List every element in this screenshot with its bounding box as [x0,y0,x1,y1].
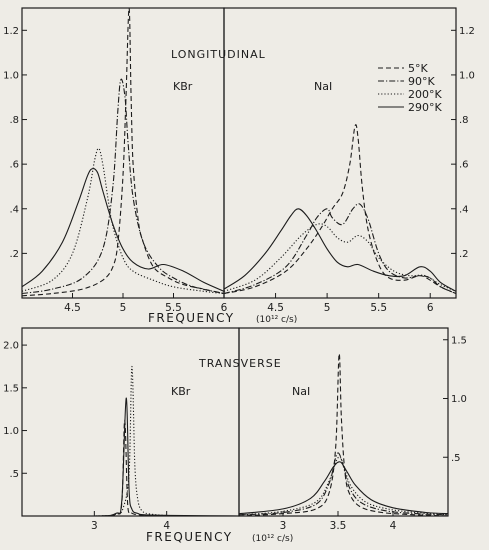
legend-entry-200k: 200°K [408,88,442,101]
transverse-kbr-ytick-label-3: 2.0 [3,341,19,352]
transverse-nai-series-290k [239,461,448,515]
longitudinal-kbr-ytick-label-4: 1.0 [3,70,19,81]
longitudinal-nai-series-290k [224,208,456,292]
transverse-kbr-ytick-label-1: 1.0 [3,426,19,437]
longitudinal-kbr-ytick-label-0: .2 [9,249,19,260]
longitudinal-nai-series-5k [224,124,456,295]
transverse-kbr-ytick-label-0: .5 [9,469,19,480]
longitudinal-kbr-series-90k [22,78,224,295]
longitudinal-kbr-xtick-label-0: 4.5 [64,302,81,314]
longitudinal-kbr-series-200k [22,147,224,295]
longitudinal-kbr-ytick-label-2: .6 [9,160,19,171]
legend-entry-290k: 290°K [408,101,442,114]
transverse-nai-xtick-label-0: 3 [280,520,287,532]
transverse-nai-panel-name: NaI [292,385,310,398]
transverse-kbr-series-290k [22,397,239,516]
longitudinal-x-axis-unit: (10¹² c/s) [256,315,297,325]
longitudinal-nai-frame [223,7,457,299]
legend-entry-5k: 5°K [408,62,428,75]
longitudinal-kbr-ytick-label-3: .8 [9,115,19,126]
longitudinal-nai-ytick-label-1: .4 [459,204,469,215]
longitudinal-kbr-panel-name: KBr [173,80,193,93]
transverse-nai-ytick-label-0: .5 [451,453,461,464]
longitudinal-kbr-series-5k [22,8,224,297]
longitudinal-nai-xtick-label-3: 6 [427,302,434,314]
longitudinal-nai-ytick-label-2: .6 [459,160,469,171]
transverse-nai-series-5k [239,353,448,516]
longitudinal-nai-xtick-label-2: 5.5 [370,302,387,314]
longitudinal-kbr-ytick-label-5: 1.2 [3,26,19,37]
longitudinal-nai-ytick-label-5: 1.2 [459,26,475,37]
longitudinal-kbr-ytick-label-1: .4 [9,204,19,215]
transverse-x-axis-unit: (10¹² c/s) [252,534,293,544]
longitudinal-x-axis-label: FREQUENCY [148,311,235,325]
longitudinal-nai-series-200k [224,223,456,292]
longitudinal-nai-ytick-label-3: .8 [459,115,469,126]
transverse-nai-series-200k [239,456,448,516]
transverse-kbr-xtick-label-0: 3 [91,520,98,532]
longitudinal-kbr-xtick-label-2: 5.5 [165,302,182,314]
transverse-nai-frame [238,327,449,517]
longitudinal-nai-panel-name: NaI [314,80,332,93]
longitudinal-nai-xtick-label-1: 5 [324,302,331,314]
longitudinal-kbr-series-290k [22,167,224,292]
longitudinal-nai-ytick-label-4: 1.0 [459,70,475,81]
transverse-x-axis-label: FREQUENCY [146,530,233,544]
transverse-nai-ytick-label-1: 1.0 [451,394,467,405]
transverse-kbr-panel-name: KBr [171,385,191,398]
transverse-nai-xtick-label-2: 4 [390,520,397,532]
transverse-nai-xtick-label-1: 3.5 [330,520,347,532]
transverse-kbr-series-5k [22,419,239,516]
longitudinal-section-label: LONGITUDINAL [171,48,266,61]
longitudinal-nai-ytick-label-0: .2 [459,249,469,260]
longitudinal-kbr-xtick-label-1: 5 [120,302,127,314]
temperature-legend: 5°K 90°K 200°K 290°K [378,62,442,114]
transverse-nai-series-90k [239,452,448,516]
transverse-section-label: TRANSVERSE [198,357,282,370]
longitudinal-kbr-xtick-label-3: 6 [221,302,228,314]
transverse-kbr-xtick-label-1: 4 [163,520,170,532]
plot-layer: 4.5 5 5.5 6.2.4.6.81.01.24.5 5 5.5 6.2.4.6.81.… [3,8,475,532]
transverse-kbr-ytick-label-2: 1.5 [3,383,19,394]
longitudinal-nai-xtick-label-0: 4.5 [267,302,284,314]
transverse-kbr-series-200k [22,365,239,516]
transverse-nai-ytick-label-2: 1.5 [451,335,467,346]
longitudinal-nai-series-90k [224,203,456,295]
legend-entry-90k: 90°K [408,75,435,88]
